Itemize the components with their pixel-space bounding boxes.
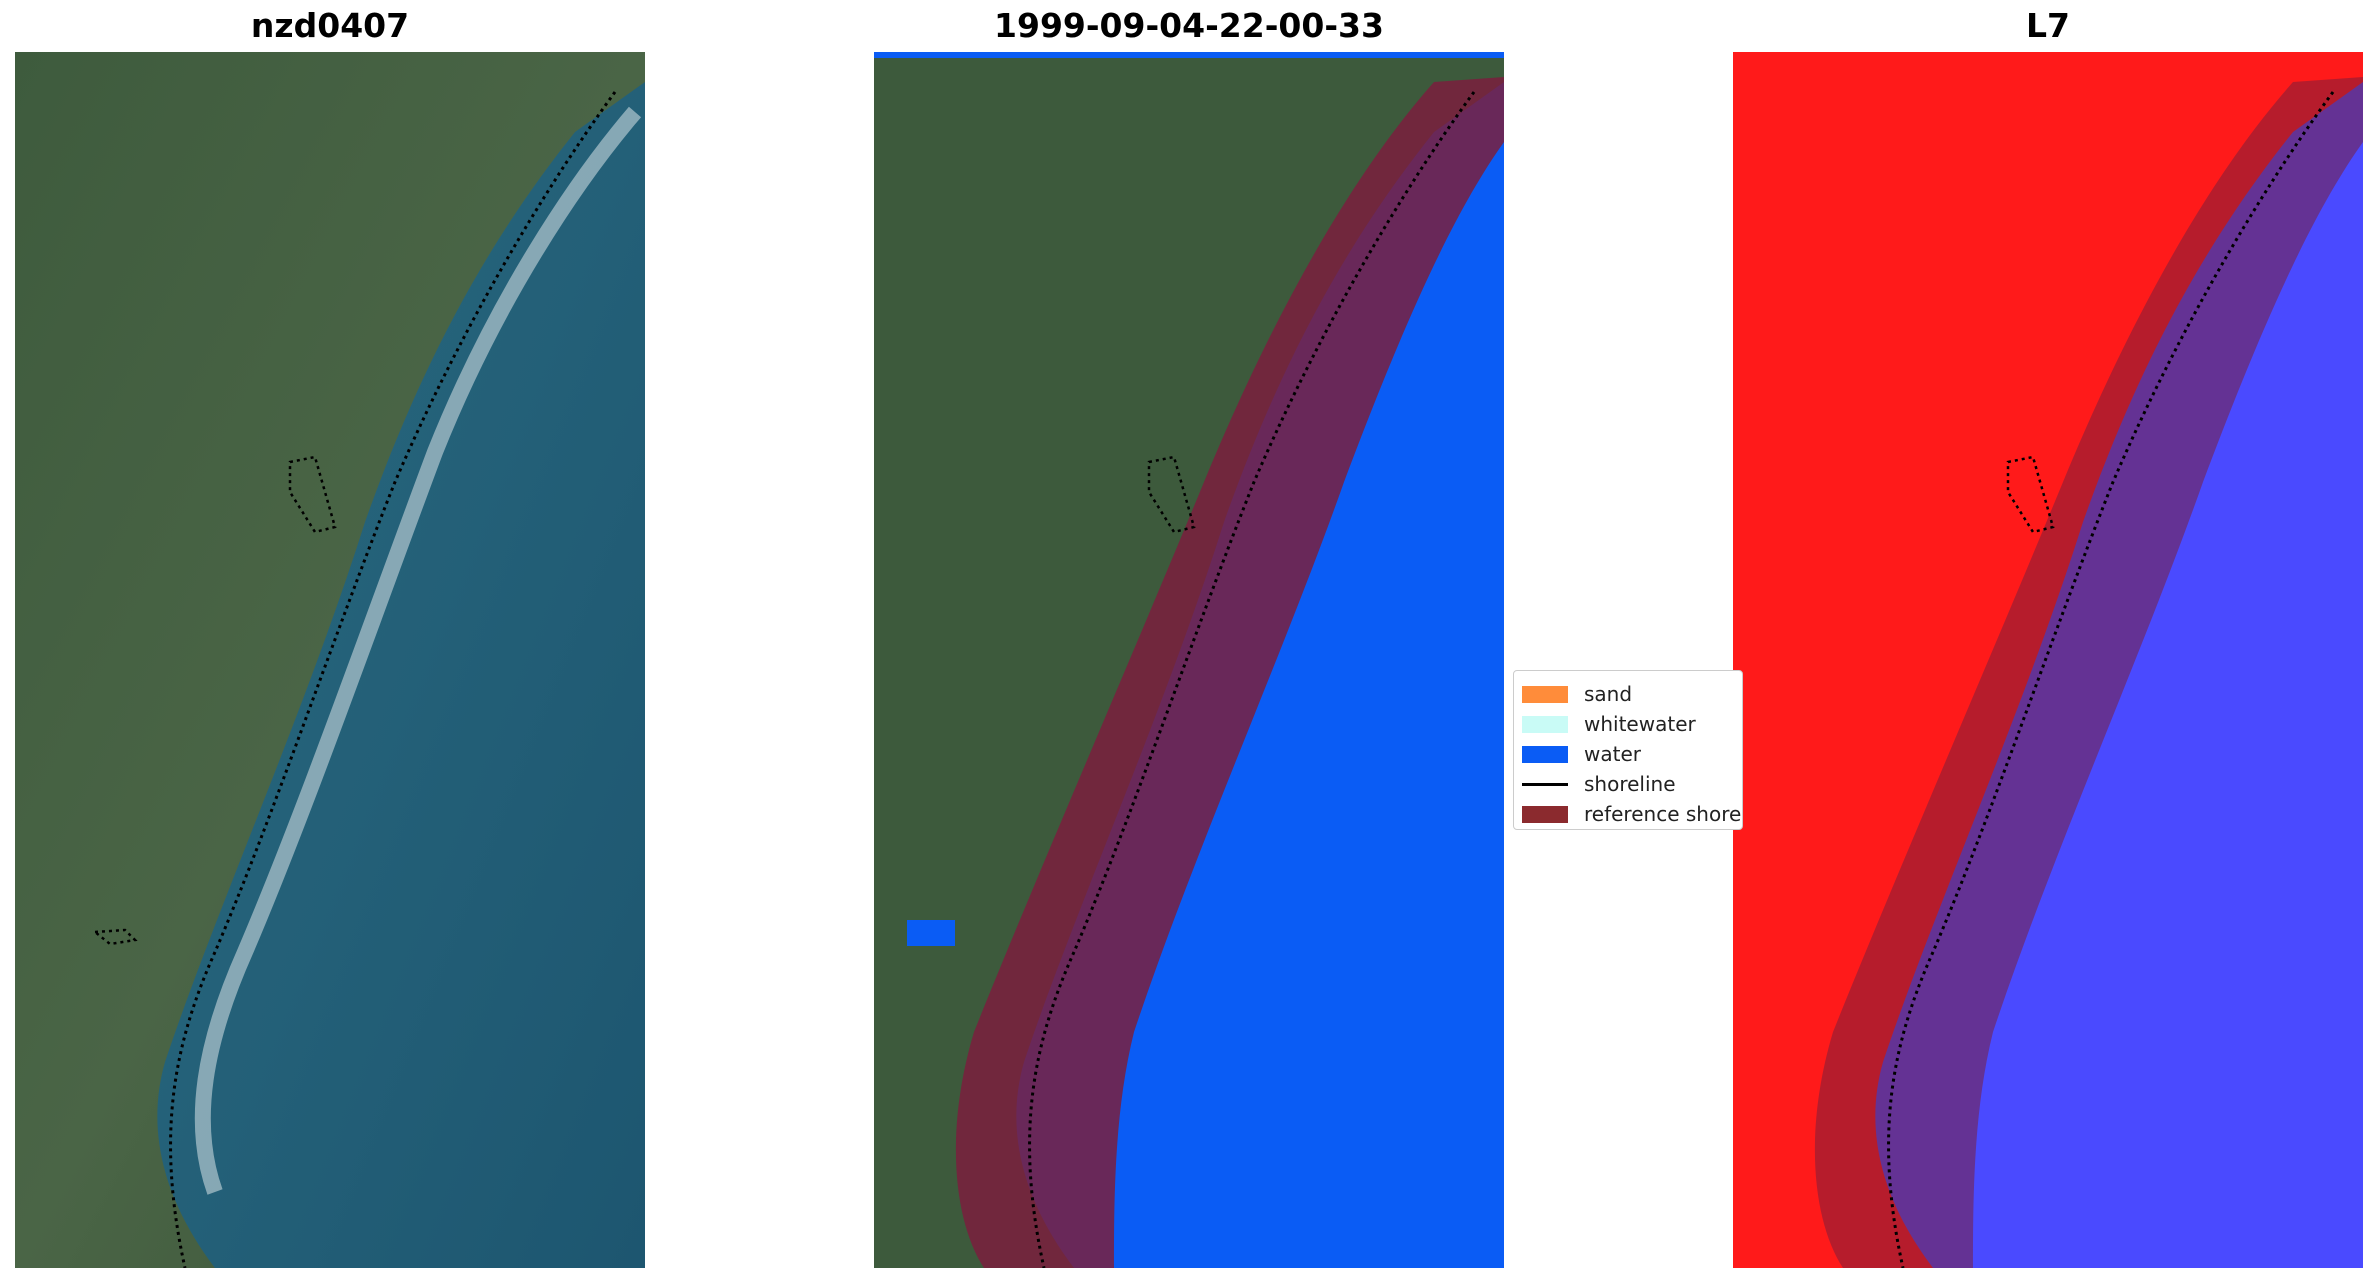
panel-title-1: nzd0407 — [250, 6, 410, 45]
shoreline-trace — [169, 91, 617, 1268]
panel-title-2: 1999-09-04-22-00-33 — [994, 6, 1384, 45]
legend-label-water: water — [1584, 742, 1641, 766]
legend-item-shoreline: shoreline — [1522, 772, 1676, 796]
creek-water-patch — [907, 920, 955, 946]
classified-image — [874, 52, 1504, 1268]
rgb-satellite-image-panel — [15, 52, 645, 1268]
reference-shoreline-buffer — [1814, 77, 2363, 1268]
index-image — [1733, 52, 2363, 1268]
shoreline-trace — [1887, 91, 2335, 1268]
rgb-satellite-image — [15, 52, 645, 1268]
legend-label-sand: sand — [1584, 682, 1633, 706]
classified-image-panel — [874, 52, 1504, 1268]
reference-shoreline-buffer — [955, 77, 1504, 1268]
surf-zone — [194, 106, 642, 1195]
legend-item-reference-shoreline-buffer: reference shoreline buffer — [1522, 802, 1742, 826]
legend-label-whitewater: whitewater — [1584, 712, 1696, 736]
shoreline-trace — [1028, 91, 1476, 1268]
sand-swatch — [1522, 685, 1568, 703]
legend-label-shoreline: shoreline — [1584, 772, 1676, 796]
legend: sand whitewater water shoreline referenc… — [1513, 670, 1743, 830]
index-image-panel — [1733, 52, 2363, 1268]
legend-item-water: water — [1522, 742, 1641, 766]
panel-title-3: L7 — [2026, 6, 2070, 45]
reference-buffer-swatch — [1522, 805, 1568, 823]
legend-item-whitewater: whitewater — [1522, 712, 1696, 736]
lagoon-outline — [2006, 455, 2055, 534]
sea-area — [157, 52, 645, 1268]
whitewater-swatch — [1522, 715, 1568, 733]
top-water-strip — [874, 52, 1504, 58]
creek-outline — [91, 928, 138, 946]
lagoon-outline — [1147, 455, 1196, 534]
lagoon-outline — [288, 455, 337, 534]
water-swatch — [1522, 745, 1568, 763]
legend-item-sand: sand — [1522, 682, 1633, 706]
shoreline-line-swatch — [1522, 782, 1568, 786]
legend-label-reference-shoreline-buffer: reference shoreline buffer — [1584, 802, 1742, 826]
